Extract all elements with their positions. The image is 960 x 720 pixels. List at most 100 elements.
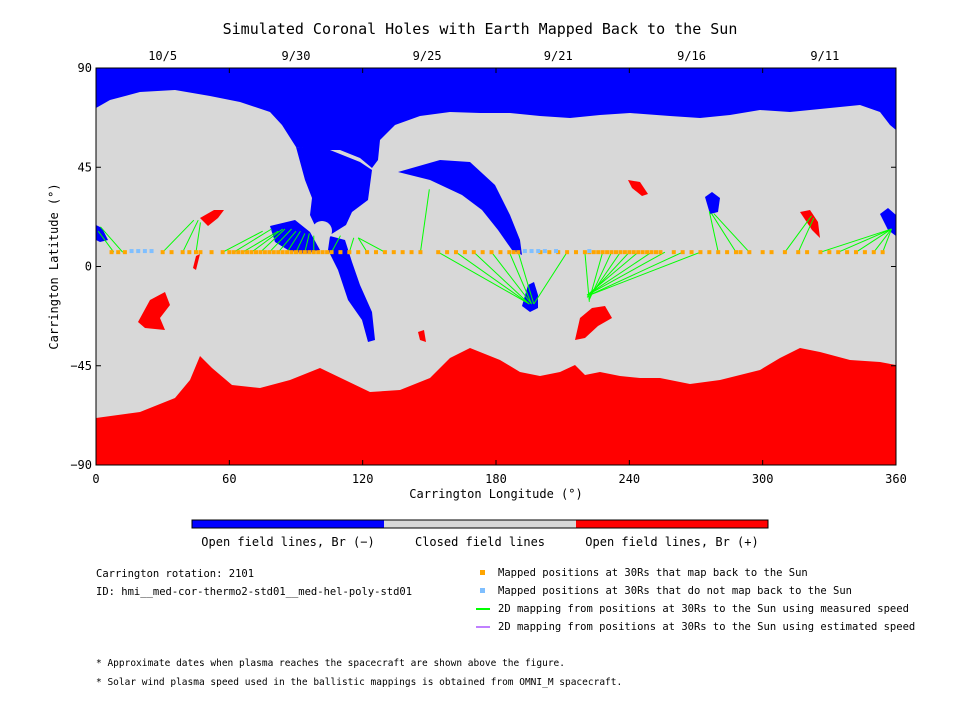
point-markers xyxy=(109,249,885,255)
mapping-line xyxy=(533,251,568,305)
mapping-line xyxy=(586,251,666,296)
mapped-back-point xyxy=(516,250,521,255)
mapped-back-point xyxy=(294,250,298,255)
legend-line-marker xyxy=(476,608,490,610)
x-tick-label: 240 xyxy=(618,472,640,486)
mapped-back-point xyxy=(707,250,712,255)
mapping-line xyxy=(820,228,892,253)
mapped-back-point xyxy=(220,250,225,255)
not-mapped-point xyxy=(554,249,558,254)
mapped-back-point xyxy=(547,250,552,255)
south-polar-coronal-hole xyxy=(96,348,896,465)
mapping-line xyxy=(708,211,719,253)
equatorial-coronal-hole-negative-3 xyxy=(880,208,896,236)
mapped-back-point xyxy=(591,250,596,255)
equatorial-coronal-hole-positive-5 xyxy=(800,210,820,238)
not-mapped-point xyxy=(149,249,154,254)
mapped-back-point xyxy=(600,250,605,255)
date-tick-label: 9/11 xyxy=(810,49,839,63)
mapped-back-point xyxy=(109,250,114,255)
mapping-line xyxy=(242,230,279,253)
mapping-line xyxy=(797,217,815,253)
mapped-back-point xyxy=(818,250,823,255)
mapping-line xyxy=(455,251,530,305)
y-axis-title: Carrington Latitude (°) xyxy=(47,183,61,349)
mapped-back-point xyxy=(187,250,192,255)
equatorial-coronal-hole-positive-2 xyxy=(200,210,224,226)
x-tick-label: 60 xyxy=(222,472,236,486)
mapped-back-point xyxy=(471,250,476,255)
mapping-line xyxy=(437,251,530,305)
mapping-line xyxy=(182,219,199,253)
mapping-line xyxy=(331,235,341,253)
x-tick-label: 0 xyxy=(92,472,99,486)
mapped-back-point xyxy=(365,250,370,255)
mapping-line xyxy=(838,228,892,253)
colorbar-segment xyxy=(384,520,576,528)
x-tick-label: 180 xyxy=(485,472,507,486)
mapping-line xyxy=(419,189,430,253)
mapped-back-point xyxy=(618,250,623,255)
mapped-back-point xyxy=(194,250,198,255)
mapped-back-point xyxy=(556,250,561,255)
mapped-back-point xyxy=(636,250,641,255)
mapped-back-point xyxy=(289,250,294,255)
mapped-back-point xyxy=(480,250,485,255)
mapped-back-point xyxy=(462,250,467,255)
mapping-lines xyxy=(97,189,893,305)
mapped-back-point xyxy=(871,250,876,255)
mapped-back-point xyxy=(698,250,703,255)
mapped-back-point xyxy=(582,250,587,255)
mapped-back-point xyxy=(862,250,867,255)
mapped-back-point xyxy=(845,250,850,255)
north-polar-coronal-hole xyxy=(96,68,896,168)
colorbar-segment xyxy=(192,520,384,528)
mapping-line xyxy=(882,228,893,253)
mapping-line xyxy=(233,228,272,253)
mapped-back-point xyxy=(436,250,441,255)
mapped-back-point xyxy=(880,250,885,255)
mapped-back-point xyxy=(614,250,618,255)
mapped-back-point xyxy=(418,250,423,255)
coronal-hole-lobe-1 xyxy=(296,147,372,235)
mapping-line xyxy=(589,251,683,296)
y-tick-label: 0 xyxy=(85,260,92,274)
mapping-line xyxy=(586,251,652,296)
mapped-back-point xyxy=(249,250,254,255)
mapped-back-point xyxy=(609,250,614,255)
mapped-back-point xyxy=(307,250,312,255)
colorbar: Open field lines, Br (−) Closed field lin… xyxy=(191,519,769,549)
mapped-back-point xyxy=(231,250,236,255)
mapped-back-point xyxy=(267,250,272,255)
date-tick-label: 10/5 xyxy=(148,49,177,63)
mapped-back-point xyxy=(631,250,636,255)
mapped-back-point xyxy=(316,250,321,255)
mapped-back-point xyxy=(271,250,276,255)
mapped-back-point xyxy=(454,250,458,255)
mapped-back-point xyxy=(627,250,632,255)
mapped-back-point xyxy=(747,250,752,255)
mapped-back-point xyxy=(240,250,245,255)
legend-label: 2D mapping from positions at 30Rs to the… xyxy=(498,621,916,633)
mapping-line xyxy=(295,233,306,253)
mapped-back-point xyxy=(409,250,414,255)
y-tick-label: −45 xyxy=(70,359,92,373)
x-tick-label: 120 xyxy=(352,472,374,486)
equatorial-coronal-hole-positive-7 xyxy=(193,254,200,270)
mapped-back-point xyxy=(640,250,645,255)
colorbar-label: Closed field lines xyxy=(415,535,545,549)
mapped-back-point xyxy=(180,250,185,255)
mapping-line xyxy=(97,230,115,253)
mapped-back-point xyxy=(160,250,165,255)
mapping-line xyxy=(162,219,195,253)
mapped-back-point xyxy=(649,250,654,255)
mapped-back-point xyxy=(511,250,516,255)
mapped-back-point xyxy=(347,250,352,255)
colorbar-label: Open field lines, Br (−) xyxy=(201,535,374,549)
mapped-back-point xyxy=(671,250,676,255)
equatorial-coronal-hole-positive-1 xyxy=(138,292,170,330)
x-tick-label: 300 xyxy=(752,472,774,486)
mapped-back-point xyxy=(338,250,343,255)
mapped-back-point xyxy=(680,250,685,255)
mapped-back-point xyxy=(796,250,801,255)
